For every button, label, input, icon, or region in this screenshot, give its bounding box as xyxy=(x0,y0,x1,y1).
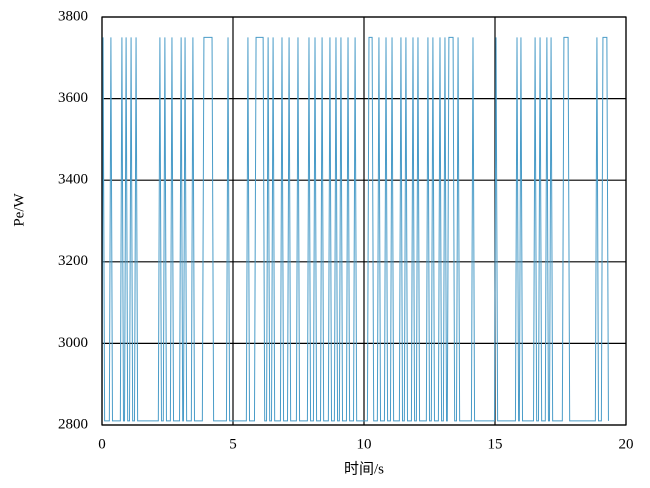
y-tick-label: 3800 xyxy=(58,8,88,24)
x-axis-label: 时间/s xyxy=(344,460,384,477)
x-tick-label: 20 xyxy=(619,436,634,452)
y-axis-label: Pe/W xyxy=(11,192,27,226)
x-tick-label: 0 xyxy=(98,436,106,452)
x-tick-label: 15 xyxy=(488,436,503,452)
y-tick-label: 2800 xyxy=(58,416,88,432)
data-line xyxy=(101,36,609,422)
plot-frame xyxy=(101,16,627,426)
y-tick-label: 3400 xyxy=(58,172,88,188)
y-tick-label: 3600 xyxy=(58,90,88,106)
y-tick-label: 3200 xyxy=(58,253,88,269)
x-tick-label: 5 xyxy=(229,436,237,452)
y-tick-label: 3000 xyxy=(58,335,88,351)
x-tick-label: 10 xyxy=(357,436,372,452)
